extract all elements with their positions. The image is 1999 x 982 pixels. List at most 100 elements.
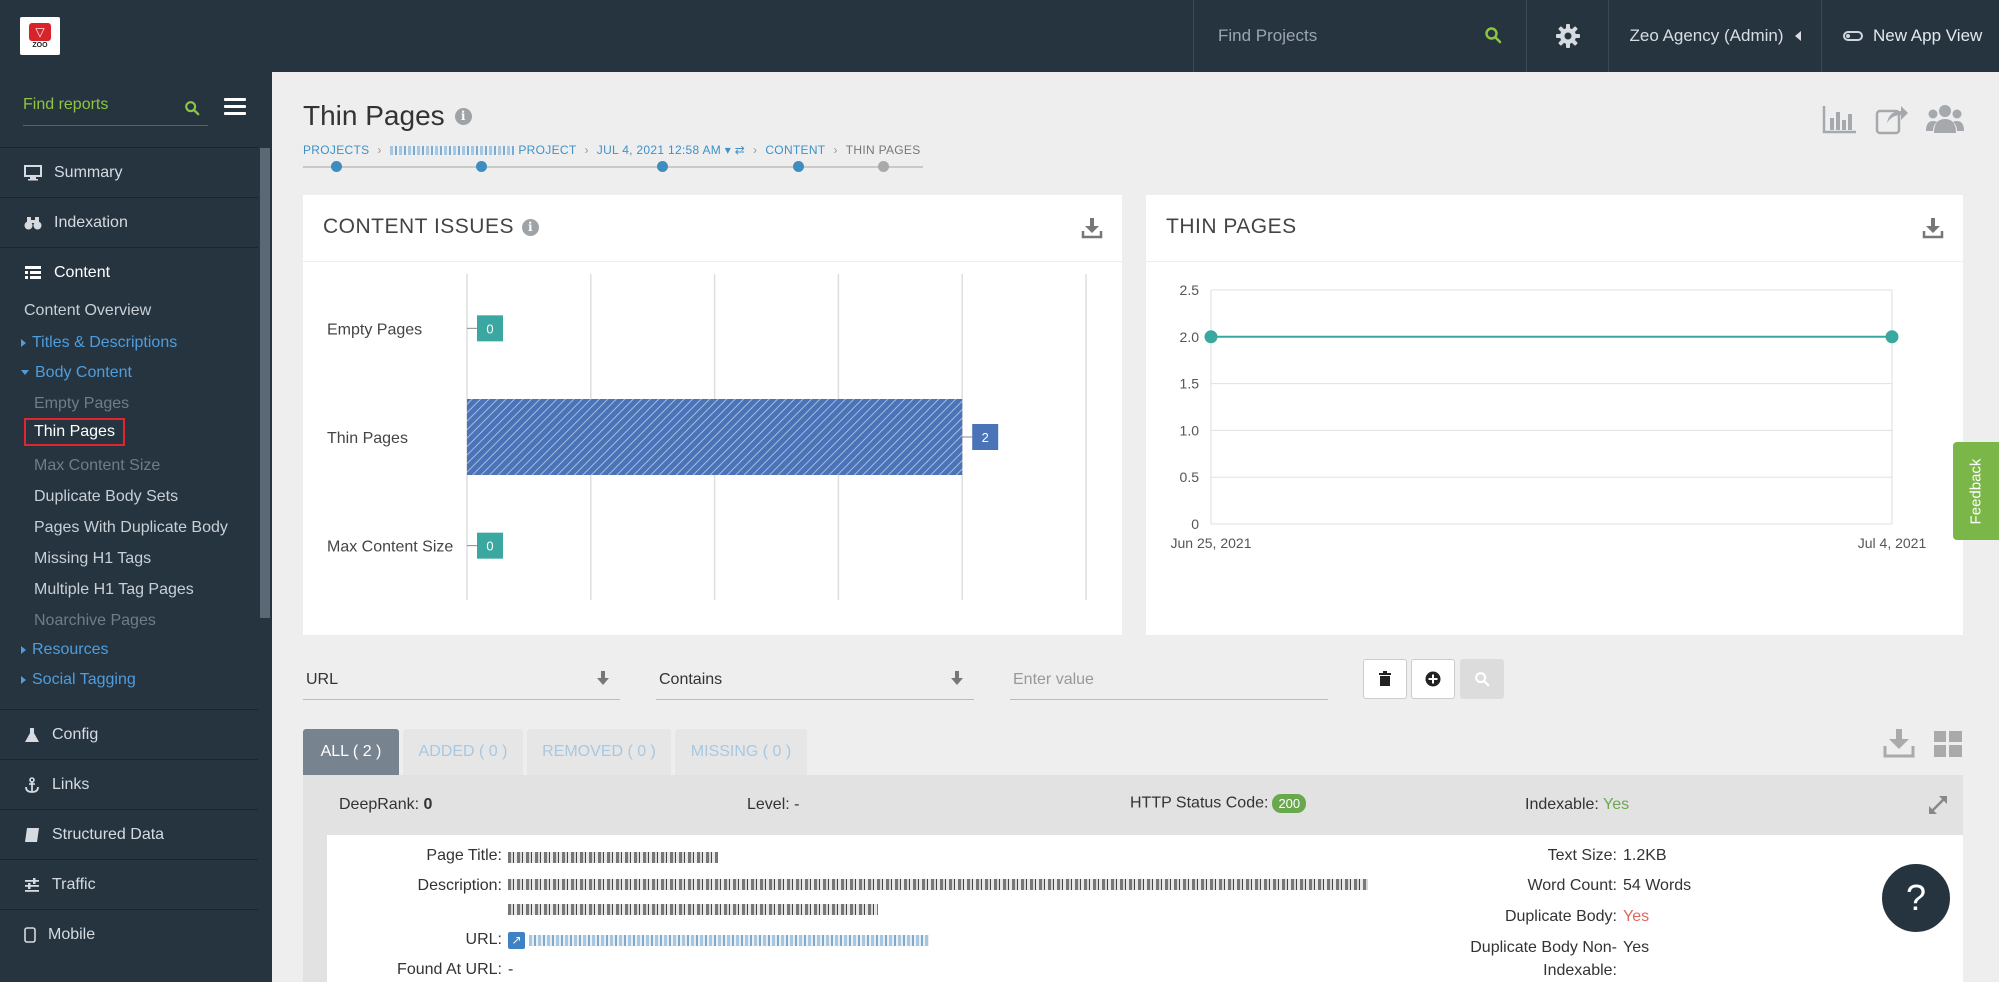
sidebar-item-empty-pages[interactable]: Empty Pages: [34, 395, 130, 412]
sidebar-item-mobile[interactable]: Mobile: [0, 909, 258, 959]
download-icon[interactable]: [1922, 217, 1944, 239]
sidebar-item-content-overview[interactable]: Content Overview: [24, 302, 152, 319]
sidebar-item-traffic[interactable]: Traffic: [0, 859, 258, 909]
sidebar-item-titles-descriptions[interactable]: Titles & Descriptions: [21, 334, 177, 352]
level-label: Level:: [747, 796, 790, 813]
help-button[interactable]: ?: [1880, 862, 1952, 934]
expand-icon[interactable]: [1928, 795, 1948, 815]
help-icon: ?: [1905, 877, 1927, 918]
breadcrumb-project[interactable]: PROJECT: [389, 143, 577, 157]
card-divider: [303, 261, 1122, 262]
url-value[interactable]: ↗: [508, 932, 930, 950]
search-icon[interactable]: [184, 100, 200, 116]
sidebar-item-multiple-h1-tag-pages[interactable]: Multiple H1 Tag Pages: [34, 581, 194, 598]
account-label: Zeo Agency (Admin): [1629, 26, 1784, 45]
y-tick-label: 2.0: [1180, 329, 1200, 345]
card-title: THIN PAGES: [1166, 215, 1297, 239]
toggle-icon: [1843, 31, 1863, 41]
redacted-url[interactable]: [529, 935, 930, 947]
chevron-right-icon: ›: [377, 143, 382, 157]
sidebar-item-thin-pages[interactable]: Thin Pages: [24, 418, 125, 446]
arrow-down-icon: [951, 671, 963, 685]
description-value: [508, 879, 1368, 915]
sidebar-item-resources[interactable]: Resources: [21, 641, 108, 659]
report-search-input[interactable]: [23, 92, 173, 114]
info-icon[interactable]: i: [521, 218, 539, 236]
sidebar-item-noarchive-pages[interactable]: Noarchive Pages: [34, 612, 156, 629]
charts-button[interactable]: [1820, 100, 1860, 138]
http-status-label: HTTP Status Code:: [1130, 794, 1269, 812]
new-app-view-label: New App View: [1873, 26, 1983, 45]
search-icon[interactable]: [1484, 26, 1502, 44]
sidebar-item-summary[interactable]: Summary: [0, 147, 258, 197]
menu-icon[interactable]: [224, 98, 246, 116]
apply-filter-button[interactable]: [1460, 659, 1504, 699]
category-label: Thin Pages: [327, 430, 408, 447]
breadcrumb-track: [303, 166, 923, 168]
tab-added[interactable]: ADDED ( 0 ): [403, 729, 523, 775]
filter-operator-value: Contains: [659, 670, 723, 688]
sidebar-item-links[interactable]: Links: [0, 759, 258, 809]
tab-all[interactable]: ALL ( 2 ): [303, 729, 399, 775]
deepcrawl-logo[interactable]: ▽ ZOO: [20, 17, 60, 55]
sidebar-scrollbar[interactable]: [260, 148, 270, 618]
delete-filter-button[interactable]: [1363, 659, 1407, 699]
duplicate-body-non-indexable-value: Yes: [1623, 939, 1650, 956]
sidebar-item-label: Resources: [32, 641, 109, 658]
download-icon[interactable]: [1883, 728, 1915, 758]
data-point: [1204, 330, 1218, 344]
sidebar-item-body-content[interactable]: Body Content: [21, 364, 132, 382]
sidebar-item-structured-data[interactable]: Structured Data: [0, 809, 258, 859]
category-label: Max Content Size: [327, 539, 453, 556]
settings-button[interactable]: [1526, 0, 1609, 72]
filter-operator-select[interactable]: Contains: [656, 660, 974, 700]
level-value: -: [794, 796, 800, 813]
sidebar-item-content[interactable]: Content: [0, 247, 258, 297]
plus-circle-icon: [1425, 671, 1441, 687]
project-search: [1193, 0, 1526, 72]
users-button[interactable]: [1925, 100, 1965, 138]
filter-field-select[interactable]: URL: [303, 660, 620, 700]
download-icon[interactable]: [1081, 217, 1103, 239]
external-link-icon[interactable]: ↗: [508, 932, 525, 950]
feedback-tab[interactable]: Feedback: [1953, 442, 1999, 540]
sidebar-item-indexation[interactable]: Indexation: [0, 197, 258, 247]
project-search-input[interactable]: [1194, 26, 1454, 46]
sidebar-item-label: Indexation: [54, 213, 128, 231]
breadcrumb-crawl-date[interactable]: JUL 4, 2021 12:58 AM ▾ ⇄: [597, 143, 745, 157]
y-tick-label: 0.5: [1180, 469, 1200, 485]
text-size-label: Text Size:: [1547, 847, 1617, 864]
sidebar-item-social-tagging[interactable]: Social Tagging: [21, 671, 136, 689]
arrow-down-icon: [597, 671, 609, 685]
deeprank-value: 0: [423, 796, 433, 813]
tab-removed[interactable]: REMOVED ( 0 ): [527, 729, 671, 775]
breadcrumb-projects[interactable]: PROJECTS: [303, 143, 370, 157]
new-app-view-toggle[interactable]: New App View: [1823, 0, 1999, 72]
duplicate-body-non-indexable-label: Duplicate Body Non-: [1470, 939, 1617, 956]
sidebar-item-pages-with-duplicate-body[interactable]: Pages With Duplicate Body: [34, 519, 228, 536]
found-at-label: Found At URL:: [397, 961, 502, 978]
grid-view-icon[interactable]: [1933, 730, 1963, 758]
result-strip: [303, 835, 327, 982]
data-label-box: [477, 532, 503, 559]
tab-missing[interactable]: MISSING ( 0 ): [675, 729, 807, 775]
data-label: 2: [982, 430, 989, 445]
sidebar-item-config[interactable]: Config: [0, 709, 258, 759]
content-issues-card: CONTENT ISSUES i Empty Pages 0 Thin Pages 2…: [303, 195, 1122, 635]
compare-arrows-icon: ⇄: [734, 143, 746, 157]
breadcrumb-content[interactable]: CONTENT: [765, 143, 826, 157]
info-icon[interactable]: i: [454, 107, 472, 125]
add-filter-button[interactable]: [1411, 659, 1455, 699]
card-title: CONTENT ISSUES i: [323, 215, 539, 239]
flask-icon: [25, 727, 39, 742]
sidebar-item-missing-h1-tags[interactable]: Missing H1 Tags: [34, 550, 152, 567]
sidebar-item-duplicate-body-sets[interactable]: Duplicate Body Sets: [34, 488, 179, 505]
account-menu[interactable]: Zeo Agency (Admin): [1610, 0, 1822, 72]
sidebar-item-max-content-size[interactable]: Max Content Size: [34, 457, 161, 474]
share-button[interactable]: [1872, 100, 1912, 138]
search-icon: [1475, 672, 1490, 687]
redacted-description-line: [508, 904, 878, 915]
found-at-value: -: [508, 961, 514, 978]
filter-value-input[interactable]: Enter value: [1010, 660, 1328, 700]
level-field: Level: -: [747, 796, 799, 814]
